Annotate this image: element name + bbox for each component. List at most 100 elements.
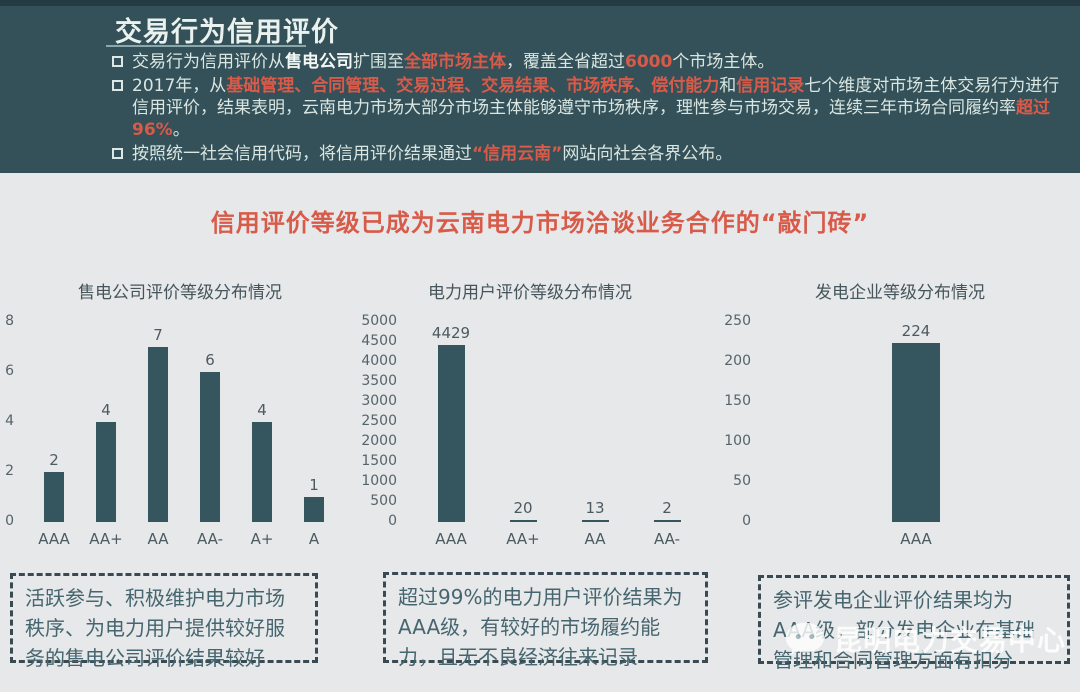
bar-column: 224 AAA	[757, 322, 1075, 548]
bullet-text: 2017年，从基础管理、合同管理、交易过程、交易结果、市场秩序、偿付能力和信用记…	[132, 75, 1062, 141]
bar	[653, 520, 681, 522]
y-axis: 5000 4500 4000 3500 3000 2500 2000 1500 1000 500 0	[355, 313, 403, 529]
bar-value-label: 20	[513, 499, 533, 517]
bar	[148, 347, 168, 522]
y-axis-tick-label: 8	[5, 313, 14, 329]
bar-column: 20 AA+	[487, 322, 559, 548]
text-segment: 个市场主体。	[672, 52, 775, 72]
x-axis-category-label: AA-	[196, 530, 224, 548]
x-axis-category-label: AA+	[89, 530, 123, 548]
bar	[252, 422, 272, 522]
title-underline	[106, 45, 306, 47]
bar-value-label: 1	[309, 476, 319, 494]
x-axis-category-label: AAA	[38, 530, 70, 548]
bar-column: 6 AA-	[184, 322, 236, 548]
bar-value-label: 4429	[431, 323, 471, 342]
y-axis: 250 200 150 100 50 0	[724, 313, 757, 529]
bullet-square-icon	[112, 80, 123, 91]
y-axis-tick-label: 250	[724, 313, 751, 329]
y-axis-tick-label: 0	[742, 513, 751, 529]
x-axis-category-label: AAA	[435, 530, 467, 548]
x-axis-category-label: AA	[584, 530, 606, 548]
bar	[581, 520, 609, 522]
bar-column: 4 AA+	[80, 322, 132, 548]
x-axis-category-label: AAA	[900, 530, 932, 548]
y-axis-tick-label: 1000	[361, 473, 397, 489]
chart-title: 电力用户评价等级分布情况	[428, 283, 632, 303]
x-axis-category-label: AA-	[653, 530, 681, 548]
y-axis-tick-label: 150	[724, 393, 751, 409]
bullet-item: 交易行为信用评价从售电公司扩围至全部市场主体，覆盖全省超过6000个市场主体。	[112, 51, 1062, 73]
bar	[509, 520, 537, 522]
bullet-square-icon	[112, 148, 123, 159]
y-axis-tick-label: 50	[733, 473, 751, 489]
bar-column: 7 AA	[132, 322, 184, 548]
y-axis-tick-label: 2500	[361, 413, 397, 429]
x-axis-category-label: AA+	[506, 530, 540, 548]
chart-title: 售电公司评价等级分布情况	[78, 283, 282, 303]
bar-value-label: 4	[101, 401, 111, 419]
bullet-square-icon	[112, 56, 123, 67]
note-box-retail: 活跃参与、积极维护电力市场秩序、为电力用户提供较好服务的售电公司评价结果较好	[10, 573, 318, 670]
page-title: 交易行为信用评价	[115, 17, 339, 48]
bar	[304, 497, 324, 522]
bar-column: 2 AA-	[631, 322, 703, 548]
bar	[96, 422, 116, 522]
bar	[44, 472, 64, 522]
bar	[200, 372, 220, 522]
bar-value-label: 6	[205, 351, 215, 369]
y-axis-tick-label: 1500	[361, 453, 397, 469]
y-axis-tick-label: 3000	[361, 393, 397, 409]
bar-column: 4 A+	[236, 322, 288, 548]
y-axis: 8 6 4 2 0	[0, 313, 20, 529]
text-segment: 2017年，从	[132, 76, 227, 96]
text-segment: 七个维度对市场主体交易行为进行信用评价，结果表明，云南电力市场大部分市场主体能够…	[132, 76, 1060, 118]
text-segment: 扩围至	[353, 52, 404, 72]
bar-value-label: 13	[585, 499, 605, 517]
highlighted-text: 全部市场主体	[404, 52, 506, 72]
y-axis-tick-label: 4	[5, 413, 14, 429]
plot-area: 2 AAA 4 AA+ 7 AA 6 AA- 4 A+ 1 A	[20, 322, 340, 548]
bar-value-label: 4	[257, 401, 267, 419]
header-top-strip	[0, 0, 1080, 6]
bar	[892, 343, 940, 522]
highlighted-text: 6000	[625, 52, 673, 72]
highlighted-text: 信用记录	[736, 76, 805, 96]
bar-value-label: 224	[901, 322, 931, 340]
watermark: 昆明电力交易中心	[782, 616, 1066, 662]
y-axis-tick-label: 0	[388, 513, 397, 529]
header-bullet-list: 交易行为信用评价从售电公司扩围至全部市场主体，覆盖全省超过6000个市场主体。 2…	[112, 51, 1062, 167]
watermark-text: 昆明电力交易中心	[834, 624, 1067, 657]
wechat-icon	[785, 622, 825, 656]
text-segment: ，覆盖全省超过	[506, 52, 625, 72]
y-axis-tick-label: 200	[724, 353, 751, 369]
bar-column: 4429 AAA	[415, 322, 487, 548]
text-segment: 和	[719, 76, 737, 96]
bar-column: 13 AA	[559, 322, 631, 548]
chart-power-users: 电力用户评价等级分布情况 5000 4500 4000 3500 3000 2500 2000…	[355, 278, 705, 548]
bar-value-label: 2	[49, 451, 59, 469]
bullet-item: 按照统一社会信用代码，将信用评价结果通过“信用云南”网站向社会各界公布。	[112, 143, 1062, 165]
y-axis-tick-label: 2000	[361, 433, 397, 449]
y-axis-tick-label: 100	[724, 433, 751, 449]
y-axis-tick-label: 0	[5, 513, 14, 529]
bullet-text: 交易行为信用评价从售电公司扩围至全部市场主体，覆盖全省超过6000个市场主体。	[132, 51, 774, 73]
text-segment: 。	[172, 120, 190, 140]
y-axis-tick-label: 3500	[361, 373, 397, 389]
text-segment: 按照统一社会信用代码，将信用评价结果通过	[132, 144, 472, 164]
bar-column: 2 AAA	[28, 322, 80, 548]
bullet-text: 按照统一社会信用代码，将信用评价结果通过“信用云南”网站向社会各界公布。	[132, 143, 732, 165]
y-axis-tick-label: 5000	[361, 313, 397, 329]
chart-generation-companies: 发电企业等级分布情况 250 200 150 100 50 0 224 AAA	[724, 278, 1075, 548]
plot-area: 4429 AAA 20 AA+ 13 AA 2 AA-	[403, 322, 703, 548]
highlighted-text: “信用云南”	[472, 144, 563, 164]
text-segment: 售电公司	[285, 52, 353, 72]
note-box-users: 超过99%的电力用户评价结果为AAA级，有较好的市场履约能力，且无不良经济往来记…	[383, 572, 708, 669]
y-axis-tick-label: 6	[5, 363, 14, 379]
y-axis-tick-label: 500	[370, 493, 397, 509]
header-band: 交易行为信用评价 交易行为信用评价从售电公司扩围至全部市场主体，覆盖全省超过60…	[0, 0, 1080, 173]
chart-retail-companies: 售电公司评价等级分布情况 8 6 4 2 0 2 AAA 4 AA+ 7 AA 6 AA- 4 A+ 1 A	[0, 278, 360, 548]
chart-title: 发电企业等级分布情况	[815, 283, 985, 303]
